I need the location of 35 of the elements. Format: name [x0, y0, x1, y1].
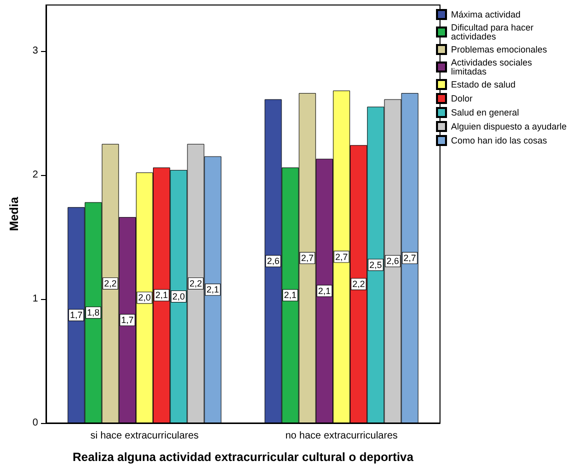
data-label: 1,7: [121, 315, 134, 326]
legend-label: Dificultad para hacer actividades: [451, 22, 536, 42]
data-label: 2,0: [138, 292, 151, 303]
y-tick-label: 0: [32, 418, 38, 428]
data-label: 2,2: [352, 279, 365, 290]
legend-label: Problemas emocionales: [451, 44, 548, 54]
y-tick-label: 3: [32, 45, 38, 56]
data-label: 2,0: [172, 291, 185, 302]
data-label: 2,1: [206, 284, 220, 295]
y-tick-label: 1: [32, 293, 38, 304]
y-axis-title: Media: [7, 196, 21, 232]
legend-label: Alguien dispuesto a ayudarle: [451, 122, 567, 132]
x-tick-label: si hace extracurriculares: [90, 430, 199, 442]
data-label: 1,7: [70, 310, 82, 320]
data-label: 1,8: [87, 308, 100, 318]
legend-label: Máxima actividad: [451, 10, 521, 20]
legend-label: Estado de salud: [451, 80, 516, 90]
x-tick-label: no hace extracurriculares: [285, 430, 398, 442]
legend-label: Salud en general: [451, 108, 520, 118]
data-label: 2,6: [386, 256, 399, 266]
data-label: 2,7: [335, 252, 348, 262]
data-label: 2,2: [189, 278, 202, 288]
legend-label: Como han ido las cosas: [451, 136, 548, 146]
y-tick-label: 2: [32, 169, 38, 180]
legend-label: Actividades sociales limitadas: [451, 58, 535, 76]
legend-label: Dolor: [451, 94, 473, 104]
x-axis-title: Realiza alguna actividad extracurricular cultural o deportiva: [72, 450, 414, 464]
data-label: 2,1: [155, 290, 168, 300]
data-label: 2,5: [369, 260, 382, 270]
data-label: 2,1: [284, 290, 297, 300]
data-label: 2,7: [404, 253, 416, 264]
data-label: 2,7: [301, 253, 314, 264]
data-label: 2,1: [318, 286, 331, 296]
data-label: 2,2: [104, 278, 117, 288]
data-label: 2,6: [266, 256, 280, 266]
